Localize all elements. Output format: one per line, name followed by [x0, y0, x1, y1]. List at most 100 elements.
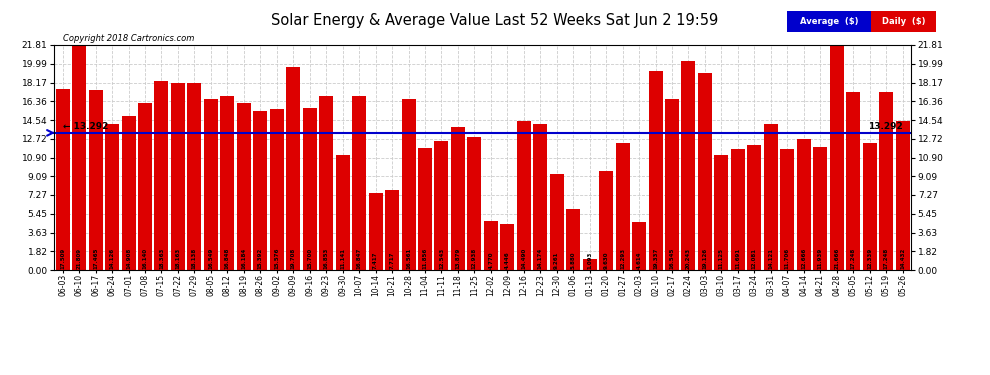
- Bar: [484, 221, 498, 270]
- Text: 16.140: 16.140: [143, 248, 148, 269]
- Text: 16.561: 16.561: [406, 248, 411, 269]
- Bar: [599, 171, 613, 270]
- Text: 15.576: 15.576: [274, 248, 279, 269]
- Text: 14.908: 14.908: [126, 248, 131, 269]
- Bar: [269, 109, 284, 270]
- Text: 12.293: 12.293: [620, 248, 625, 269]
- Bar: [813, 147, 828, 270]
- Text: 16.848: 16.848: [225, 248, 230, 269]
- Text: 18.363: 18.363: [159, 248, 164, 269]
- Text: 16.853: 16.853: [324, 248, 329, 269]
- Text: 17.248: 17.248: [850, 248, 855, 269]
- Text: 11.706: 11.706: [785, 248, 790, 269]
- Text: Daily  ($): Daily ($): [882, 17, 925, 26]
- Text: 12.543: 12.543: [439, 248, 444, 269]
- Text: 16.184: 16.184: [242, 248, 247, 269]
- Text: 18.138: 18.138: [192, 248, 197, 269]
- Bar: [764, 124, 778, 270]
- Bar: [648, 70, 662, 270]
- Text: 19.708: 19.708: [291, 248, 296, 269]
- Text: 11.939: 11.939: [818, 248, 823, 269]
- Text: 19.126: 19.126: [703, 248, 708, 269]
- Bar: [879, 92, 893, 270]
- Bar: [500, 224, 515, 270]
- Bar: [55, 89, 69, 270]
- Text: 20.243: 20.243: [686, 248, 691, 269]
- Bar: [303, 108, 317, 270]
- Text: ← 13.292: ← 13.292: [62, 122, 108, 131]
- Text: 12.938: 12.938: [472, 248, 477, 269]
- Bar: [154, 81, 168, 270]
- Text: 12.666: 12.666: [801, 248, 806, 269]
- Bar: [517, 120, 531, 270]
- Text: 21.809: 21.809: [76, 248, 81, 269]
- Bar: [862, 143, 876, 270]
- Text: 1.093: 1.093: [587, 252, 592, 269]
- Text: 16.549: 16.549: [209, 248, 214, 269]
- Bar: [402, 99, 416, 270]
- Text: 4.614: 4.614: [637, 252, 642, 269]
- Text: 4.446: 4.446: [505, 252, 510, 269]
- Bar: [253, 111, 267, 270]
- Bar: [846, 92, 860, 270]
- Bar: [830, 46, 843, 270]
- Bar: [286, 67, 300, 270]
- Text: 11.141: 11.141: [341, 248, 346, 269]
- Bar: [467, 136, 481, 270]
- Text: 17.509: 17.509: [60, 248, 65, 269]
- Text: 11.856: 11.856: [423, 248, 428, 269]
- Bar: [352, 96, 366, 270]
- Text: 16.847: 16.847: [356, 248, 361, 269]
- Text: 13.292: 13.292: [868, 122, 903, 131]
- Bar: [418, 148, 432, 270]
- Text: 19.337: 19.337: [653, 248, 658, 269]
- Text: 9.630: 9.630: [604, 252, 609, 269]
- Bar: [368, 194, 382, 270]
- Text: 11.691: 11.691: [736, 248, 741, 269]
- Text: 9.261: 9.261: [554, 252, 559, 269]
- Text: 12.081: 12.081: [751, 248, 756, 269]
- Text: 14.121: 14.121: [768, 248, 773, 269]
- Bar: [616, 143, 630, 270]
- Text: 21.666: 21.666: [835, 248, 840, 269]
- Text: 5.880: 5.880: [570, 252, 576, 269]
- Bar: [89, 90, 103, 270]
- Text: 17.465: 17.465: [93, 248, 98, 269]
- Bar: [549, 174, 563, 270]
- Bar: [665, 99, 679, 270]
- Bar: [435, 141, 448, 270]
- Bar: [583, 259, 597, 270]
- Text: 14.174: 14.174: [538, 248, 543, 269]
- Bar: [221, 96, 235, 270]
- Bar: [566, 209, 580, 270]
- Bar: [187, 83, 201, 270]
- Bar: [731, 149, 744, 270]
- Text: 4.770: 4.770: [488, 252, 493, 269]
- Bar: [715, 155, 729, 270]
- Bar: [336, 155, 349, 270]
- Text: 14.432: 14.432: [900, 248, 905, 269]
- Text: Solar Energy & Average Value Last 52 Weeks Sat Jun 2 19:59: Solar Energy & Average Value Last 52 Wee…: [271, 13, 719, 28]
- Bar: [237, 103, 250, 270]
- Bar: [681, 61, 696, 270]
- Text: 16.545: 16.545: [669, 248, 674, 269]
- Bar: [896, 121, 910, 270]
- Text: 17.248: 17.248: [884, 248, 889, 269]
- Bar: [797, 140, 811, 270]
- Bar: [122, 116, 136, 270]
- Text: 11.125: 11.125: [719, 248, 724, 269]
- Text: Average  ($): Average ($): [800, 17, 858, 26]
- Bar: [204, 99, 218, 270]
- Bar: [319, 96, 334, 270]
- Bar: [747, 146, 761, 270]
- Text: 13.879: 13.879: [455, 248, 460, 269]
- Text: Copyright 2018 Cartronics.com: Copyright 2018 Cartronics.com: [63, 34, 194, 43]
- Text: 14.490: 14.490: [522, 248, 527, 269]
- Bar: [171, 82, 185, 270]
- Bar: [72, 45, 86, 270]
- Bar: [138, 104, 152, 270]
- Text: 14.126: 14.126: [110, 248, 115, 269]
- Text: 7.417: 7.417: [373, 252, 378, 269]
- Text: 18.163: 18.163: [175, 248, 180, 269]
- Bar: [534, 124, 547, 270]
